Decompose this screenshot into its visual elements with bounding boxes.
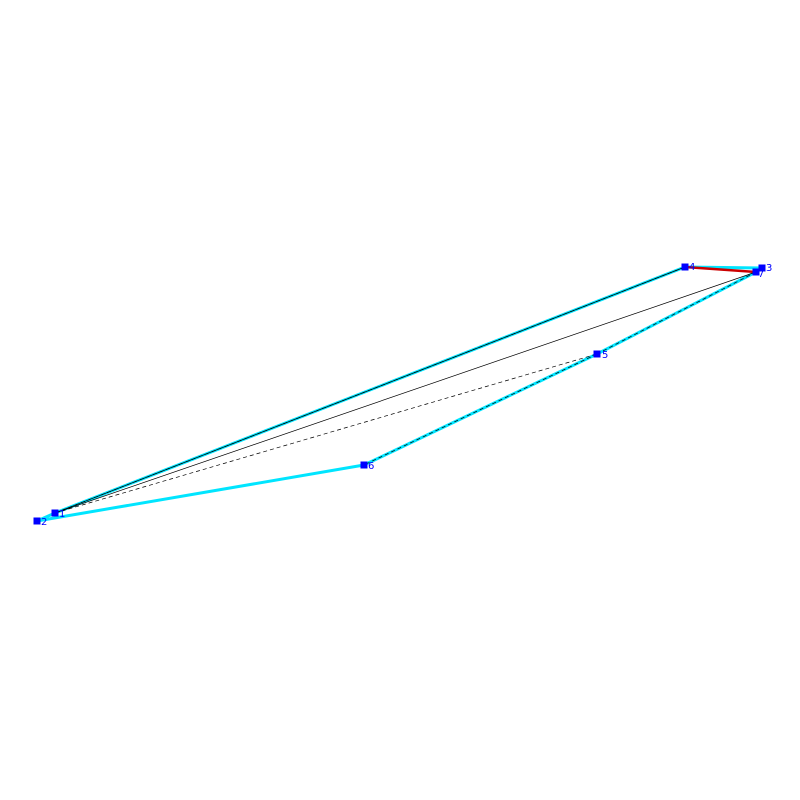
node-5: 5 bbox=[593, 350, 608, 361]
node-label-7: 7 bbox=[758, 269, 764, 280]
inner-dashed-edge-5-6 bbox=[363, 353, 598, 466]
node-1: 1 bbox=[51, 509, 65, 520]
node-marker-5 bbox=[593, 350, 601, 358]
node-marker-1 bbox=[51, 509, 59, 517]
inner-dashed-edge-1-5 bbox=[54, 353, 598, 514]
node-3: 3 bbox=[758, 263, 772, 274]
inner-solid-edges bbox=[54, 266, 757, 514]
hull-edges bbox=[36, 265, 763, 523]
node-label-4: 4 bbox=[689, 262, 695, 273]
node-4: 4 bbox=[681, 262, 695, 273]
node-marker-6 bbox=[360, 461, 368, 469]
highlight-edges bbox=[684, 265, 757, 274]
node-marker-7 bbox=[752, 268, 760, 276]
node-label-5: 5 bbox=[602, 350, 608, 361]
node-label-2: 2 bbox=[41, 517, 47, 528]
node-2: 2 bbox=[33, 517, 47, 528]
node-7: 7 bbox=[752, 268, 764, 280]
node-label-3: 3 bbox=[766, 263, 772, 274]
inner-dashed-edge-7-5 bbox=[596, 271, 757, 355]
inner-solid-edge-1-7 bbox=[54, 271, 757, 514]
node-label-6: 6 bbox=[368, 461, 374, 472]
node-marker-2 bbox=[33, 517, 41, 525]
nodes: 1 2 3 4 5 6 7 bbox=[33, 262, 772, 528]
highlight-edge-4-7 bbox=[684, 265, 757, 274]
node-6: 6 bbox=[360, 461, 374, 472]
node-marker-3 bbox=[758, 264, 766, 272]
inner-dashed-edge-1-4 bbox=[54, 266, 686, 514]
hull-edge-6-2 bbox=[36, 463, 365, 523]
hull-edge-7-5 bbox=[596, 270, 757, 356]
node-marker-4 bbox=[681, 263, 689, 271]
node-label-1: 1 bbox=[59, 509, 65, 520]
inner-dashed-edges bbox=[54, 266, 757, 514]
